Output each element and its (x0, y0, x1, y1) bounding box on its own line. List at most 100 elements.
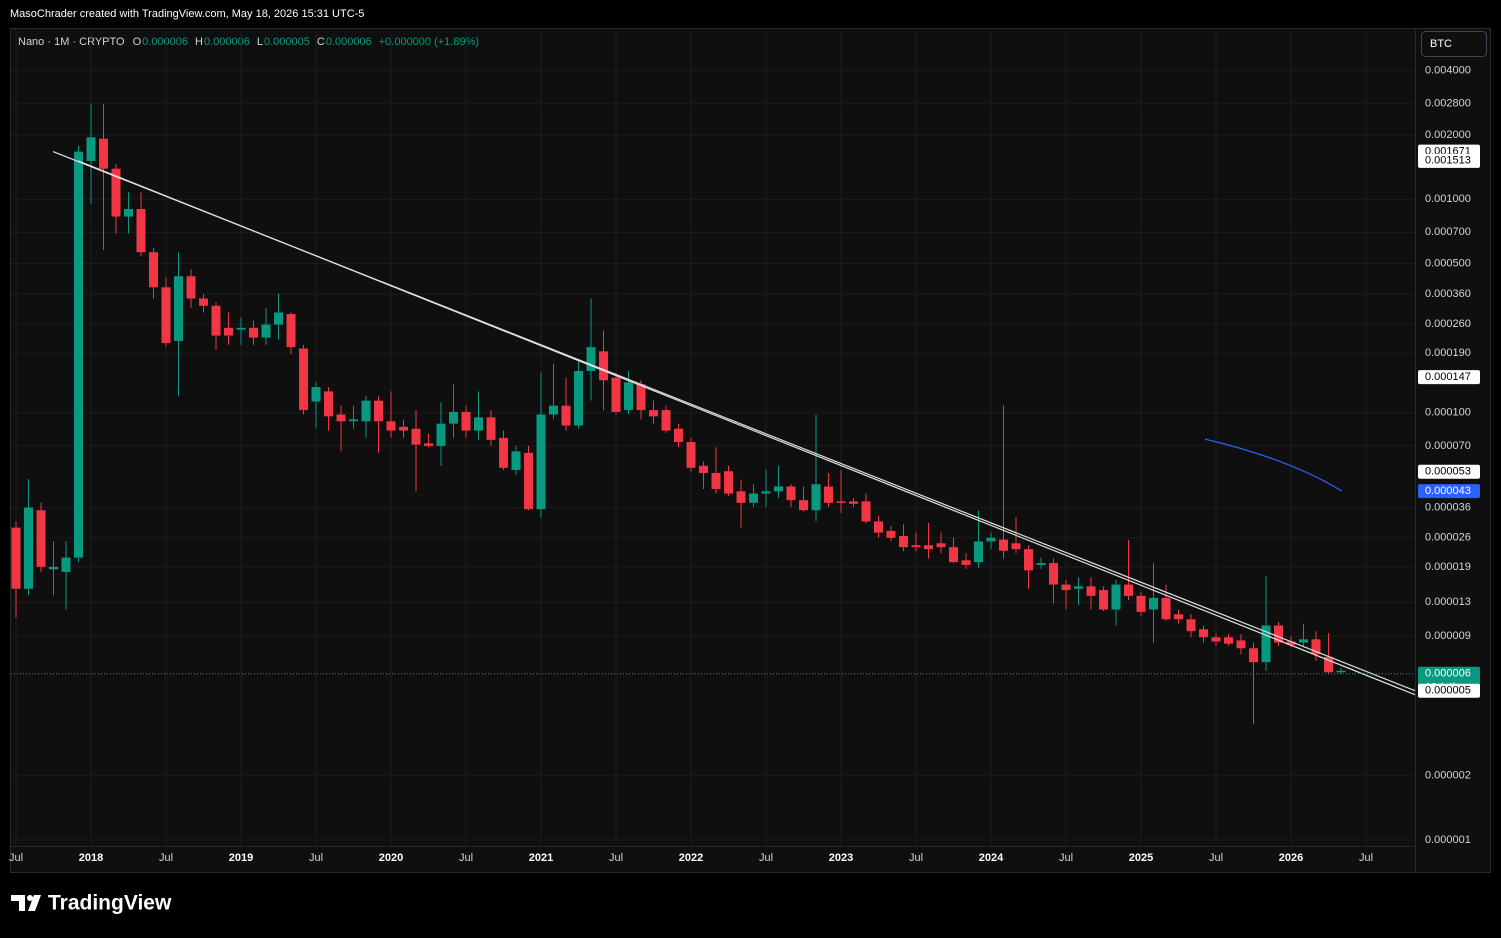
legend-change: +0.000000 (+1.89%) (379, 36, 479, 48)
candle-body (1336, 670, 1346, 673)
brand-icon-dot[interactable] (27, 895, 33, 901)
attribution: MasoChrader created with TradingView.com… (10, 8, 364, 20)
y-tick-label: 0.002000 (1425, 129, 1471, 141)
y-tick-label: 0.000500 (1425, 257, 1471, 269)
x-tick-label: Jul (759, 852, 773, 864)
x-tick-label: 2018 (79, 852, 103, 864)
legend-value: 0.000006 (204, 36, 250, 48)
candle-body (486, 417, 496, 440)
currency-button[interactable]: BTC (1421, 31, 1487, 57)
candle-body (1061, 584, 1071, 591)
candle-body (236, 327, 246, 330)
y-tick-label: 0.000036 (1425, 502, 1471, 514)
candle-body (511, 451, 521, 470)
candle-body (1249, 648, 1258, 663)
brand-icon[interactable] (11, 895, 41, 911)
candle-body (861, 501, 871, 522)
y-tick-label: 0.000002 (1425, 770, 1471, 782)
candle-body (1211, 637, 1221, 642)
candle-body (736, 491, 746, 503)
candle-body (261, 324, 271, 338)
y-tick-label: 0.000070 (1425, 440, 1471, 452)
candle-body (74, 151, 83, 558)
candle-body (299, 348, 308, 411)
candle-body (186, 276, 196, 299)
currency-label[interactable]: BTC (1430, 38, 1452, 50)
legend-value: 0.000006 (326, 36, 372, 48)
candle-body (249, 327, 258, 338)
x-tick-label: 2026 (1279, 852, 1303, 864)
candle-body (1161, 597, 1171, 620)
candle-body (1024, 549, 1033, 571)
candle-body (574, 370, 583, 426)
candle-body (1124, 584, 1133, 596)
candle-body (61, 557, 71, 572)
x-tick-label: Jul (909, 852, 923, 864)
candle-body (1199, 629, 1208, 638)
brand-logo[interactable]: TradingView (11, 892, 172, 915)
candle-body (411, 428, 421, 445)
brand-name[interactable]: TradingView (48, 892, 172, 915)
chart-panel (10, 28, 1491, 873)
price-badge-label: 0.000053 (1425, 466, 1471, 478)
x-tick-label: 2023 (829, 852, 853, 864)
x-tick-label: 2020 (379, 852, 403, 864)
candle-body (911, 545, 921, 548)
candle-body (1299, 639, 1308, 643)
candle-body (86, 137, 96, 162)
candle-body (124, 209, 133, 217)
candle-body (586, 347, 596, 371)
candle-body (824, 486, 833, 503)
x-tick-label: Jul (309, 852, 323, 864)
x-tick-label: Jul (9, 852, 23, 864)
axes: 0.004000 0.002800 0.002000 0.001000 0.000700… (9, 65, 1480, 864)
price-badge (1418, 464, 1480, 479)
x-tick-label: Jul (459, 852, 473, 864)
candle-body (699, 465, 708, 473)
candle-body (1149, 597, 1158, 610)
candle-body (724, 471, 733, 494)
candle-body (1261, 625, 1271, 663)
x-tick-label: Jul (1359, 852, 1373, 864)
candle-body (524, 452, 533, 510)
legend-key: L (257, 36, 263, 48)
candle-body (361, 400, 371, 422)
candle-body (561, 405, 571, 426)
y-tick-label: 0.000001 (1425, 834, 1471, 846)
price-badge (1418, 683, 1480, 698)
candle-body (1074, 586, 1083, 589)
x-tick-label: 2024 (979, 852, 1004, 864)
candle-body (649, 410, 658, 417)
candle-body (1274, 625, 1283, 643)
y-tick-label: 0.000100 (1425, 407, 1471, 419)
ohlc-legend: Nano · 1M · CRYPTO O 0.000006 H 0.000006 L 0.… (18, 36, 479, 48)
y-tick-label: 0.000360 (1425, 288, 1471, 300)
candle-body (1011, 543, 1021, 550)
candle-body (849, 501, 858, 504)
candle-body (49, 566, 58, 570)
currency-button-frame[interactable] (1421, 31, 1487, 57)
price-badge (1418, 370, 1480, 385)
candle-body (311, 387, 321, 402)
drawings (11, 151, 1416, 696)
candles (11, 103, 1346, 724)
candle-body (436, 423, 446, 446)
candle-body (1324, 656, 1333, 673)
candle-body (11, 527, 21, 589)
price-badge (1418, 484, 1480, 499)
candle-body (874, 521, 883, 533)
candle-body (374, 400, 383, 422)
candle-body (936, 543, 946, 548)
y-tick-label: 0.000700 (1425, 226, 1471, 238)
candle-body (636, 384, 646, 411)
candle-body (886, 530, 896, 538)
candle-body (211, 305, 221, 336)
indicator-line (1204, 438, 1343, 492)
trend-line (77, 160, 1416, 696)
candle-body (424, 443, 433, 446)
candle-body (499, 437, 508, 468)
candle-body (986, 537, 996, 542)
candle-body (174, 276, 183, 341)
candle-body (1286, 641, 1296, 645)
